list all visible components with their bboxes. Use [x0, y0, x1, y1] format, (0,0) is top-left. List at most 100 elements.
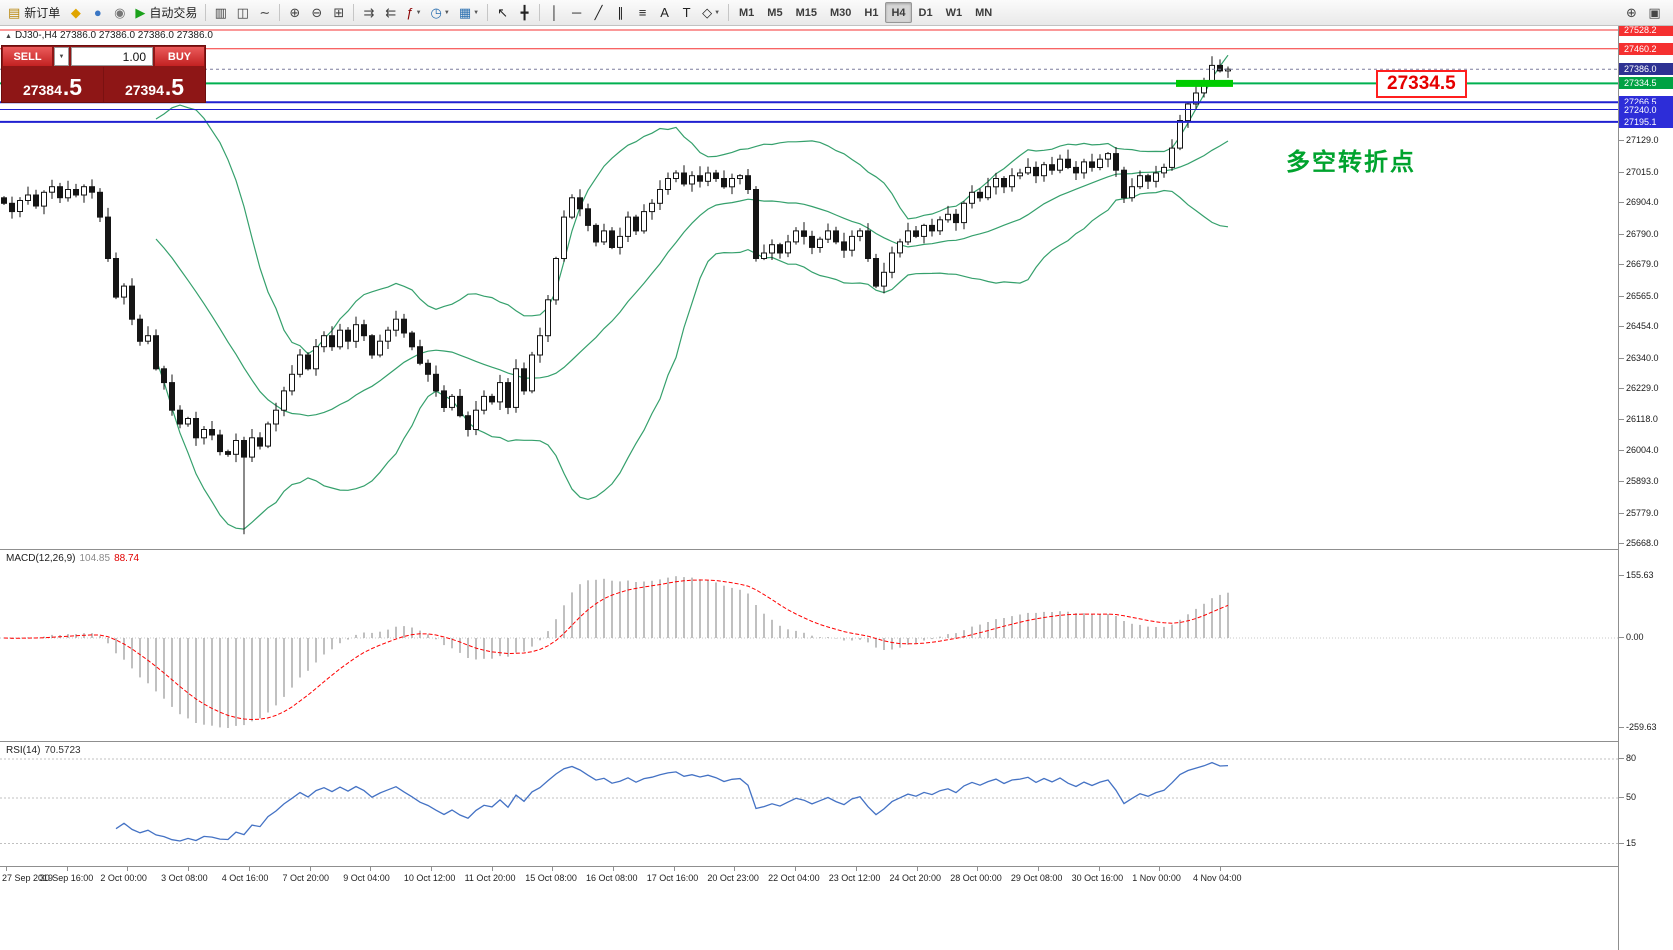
rsi-canvas[interactable]: [0, 742, 1618, 865]
autotrading-button[interactable]: ▶ 自动交易: [131, 2, 201, 23]
periods-icon: ◷: [430, 5, 442, 20]
toolbar-separator: [728, 4, 730, 21]
timeframe-h1-button[interactable]: H1: [864, 6, 879, 19]
toolbar: ▤ 新订单 ◆ ● ◉ ▶ 自动交易 ▥ ◫ ∼ ⊕ ⊖ ⊞ ⇉ ⇇ ƒ ▼ ◷ ▼ ▦ ▼ ↖ ╋ │ ─ ╱ ∥ ≡ A T ◇ ▼ M1 M…: [0, 0, 1673, 26]
templates-icon: ▦: [458, 5, 472, 20]
rsi-label: RSI(14) 70.5723: [6, 745, 81, 756]
time-axis-label: 1 Nov 00:00: [1132, 873, 1181, 883]
horizontal-line-button[interactable]: ─: [566, 2, 587, 23]
bar-chart-icon: ▥: [214, 5, 227, 20]
main-chart-panel[interactable]: ▲ DJ30-,H4 27386.0 27386.0 27386.0 27386.…: [0, 26, 1618, 549]
timeframe-m30-button[interactable]: M30: [829, 6, 852, 19]
price-axis[interactable]: 27129.0 27015.0 26904.0 26790.0 26679.0 26565…: [1618, 24, 1673, 950]
fibonacci-icon: ≡: [638, 5, 647, 20]
rsi-name: RSI(14): [6, 745, 41, 756]
new-order-button[interactable]: ▤ 新订单: [4, 2, 64, 23]
text-label-icon: T: [682, 5, 691, 20]
toolbar-separator: [353, 4, 355, 21]
tile-windows-button[interactable]: ⊞: [328, 2, 349, 23]
buy-price-main: 27394: [124, 82, 164, 98]
symbol-ohlc-text: DJ30-,H4 27386.0 27386.0 27386.0 27386.0: [14, 30, 213, 41]
dropdown-arrow-icon: ▼: [443, 9, 450, 16]
candlestick-chart-button[interactable]: ◫: [232, 2, 253, 23]
time-axis-label: 30 Oct 16:00: [1071, 873, 1124, 883]
templates-button[interactable]: ▦ ▼: [455, 2, 483, 23]
time-axis-label: 9 Oct 04:00: [343, 873, 390, 883]
zoom-out-button[interactable]: ⊖: [306, 2, 327, 23]
time-axis-label: 24 Oct 20:00: [889, 873, 942, 883]
dropdown-arrow-icon: ▼: [714, 9, 721, 16]
sell-price-main: 27384: [22, 82, 62, 98]
window-list-icon: ▣: [1648, 5, 1661, 20]
time-axis-tick: [370, 867, 372, 871]
time-axis[interactable]: 27 Sep 2019 30 Sep 16:00 2 Oct 00:00 3 Oct …: [0, 866, 1673, 896]
timeframe-d1-button[interactable]: D1: [918, 6, 933, 19]
timeframe-w1-button[interactable]: W1: [945, 6, 963, 19]
metaeditor-button[interactable]: ◆: [65, 2, 86, 23]
rsi-axis-label: 80: [1618, 753, 1637, 763]
trade-panel-price-row: 27384.5 27394.5: [2, 67, 205, 102]
indicators-button[interactable]: ƒ ▼: [402, 2, 425, 23]
sell-button[interactable]: SELL: [3, 47, 52, 66]
bar-chart-button[interactable]: ▥: [210, 2, 231, 23]
equidistant-channel-button[interactable]: ∥: [610, 2, 631, 23]
timeframe-m5-button[interactable]: M5: [767, 6, 783, 19]
volume-input[interactable]: 1.00: [71, 47, 153, 66]
trendline-button[interactable]: ╱: [588, 2, 609, 23]
time-axis-label: 28 Oct 00:00: [950, 873, 1002, 883]
crosshair-button[interactable]: ╋: [514, 2, 535, 23]
metaeditor-icon: ◆: [70, 5, 81, 20]
toolbar-separator: [487, 4, 489, 21]
price-axis-tick: 26904.0: [1619, 197, 1659, 208]
time-axis-label: 20 Oct 23:00: [707, 873, 759, 883]
fibonacci-button[interactable]: ≡: [632, 2, 653, 23]
arrows-button[interactable]: ◇ ▼: [698, 2, 724, 23]
time-axis-tick: [552, 867, 554, 871]
vertical-line-icon: │: [550, 5, 559, 20]
toolbar-right-group: ⊕ ▣: [1621, 2, 1669, 23]
horizontal-line-icon: ─: [571, 5, 582, 20]
sell-price[interactable]: 27384.5: [2, 67, 104, 102]
price-axis-tick: 26229.0: [1619, 383, 1659, 394]
price-axis-tick: 26340.0: [1619, 352, 1659, 363]
time-axis-tick: [613, 867, 614, 871]
data-window-icon: ◉: [114, 5, 126, 20]
time-axis-label: 15 Oct 08:00: [525, 873, 577, 883]
buy-price[interactable]: 27394.5: [104, 67, 205, 102]
candlestick-chart-icon: ◫: [236, 5, 249, 20]
window-list-button[interactable]: ▣: [1644, 2, 1665, 23]
rsi-indicator-panel[interactable]: RSI(14) 70.5723: [0, 741, 1618, 866]
time-axis-tick: [734, 867, 736, 871]
price-axis-tick: 27129.0: [1619, 135, 1659, 146]
time-axis-tick: [1220, 867, 1221, 871]
periods-button[interactable]: ◷ ▼: [427, 2, 454, 23]
buy-button[interactable]: BUY: [155, 47, 204, 66]
time-axis-label: 17 Oct 16:00: [646, 873, 699, 883]
time-axis-tick: [6, 867, 7, 871]
data-window-button[interactable]: ◉: [109, 2, 130, 23]
macd-axis-label: 0.00: [1619, 632, 1644, 642]
timeframe-m1-button[interactable]: M1: [739, 6, 755, 19]
profile-button[interactable]: ●: [87, 2, 108, 23]
timeframe-m15-button[interactable]: M15: [795, 6, 817, 19]
vertical-line-button[interactable]: │: [544, 2, 565, 23]
chart-shift-button[interactable]: ⇇: [380, 2, 401, 23]
timeframe-h4-button[interactable]: H4: [885, 2, 912, 23]
cursor-button[interactable]: ↖: [492, 2, 513, 23]
price-axis-tick: 26679.0: [1619, 259, 1659, 270]
macd-canvas[interactable]: [0, 550, 1618, 740]
zoom-in-button[interactable]: ⊕: [284, 2, 305, 23]
macd-indicator-panel[interactable]: MACD(12,26,9) 104.85 88.74: [0, 549, 1618, 741]
search-zoom-button[interactable]: ⊕: [1621, 2, 1642, 23]
time-axis-tick: [430, 867, 432, 871]
text-label-button[interactable]: T: [676, 2, 697, 23]
text-button[interactable]: A: [654, 2, 675, 23]
timeframe-mn-button[interactable]: MN: [975, 6, 993, 19]
arrows-icon: ◇: [702, 5, 713, 20]
auto-scroll-button[interactable]: ⇉: [358, 2, 379, 23]
candlestick-chart-canvas[interactable]: [0, 26, 1618, 548]
volume-dropdown-button[interactable]: ▼: [54, 47, 69, 66]
price-level-label: 27528.2: [1619, 24, 1673, 36]
auto-scroll-icon: ⇉: [363, 5, 375, 20]
line-chart-button[interactable]: ∼: [254, 2, 275, 23]
